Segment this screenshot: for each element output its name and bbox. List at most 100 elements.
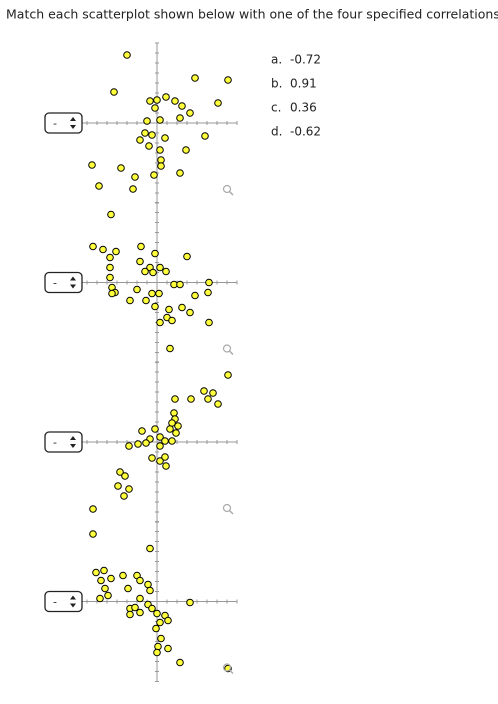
data-point [171,97,179,105]
data-point [108,289,116,298]
data-point [95,182,103,190]
zoom-icon[interactable] [222,663,234,675]
data-point [174,422,182,430]
option-value: 0.36 [290,101,317,115]
data-point [114,482,122,490]
data-point [138,427,146,435]
data-point [141,267,149,276]
data-point [107,574,115,583]
data-point [141,129,149,137]
data-point [107,210,115,219]
data-point [146,586,154,595]
data-point [191,291,199,300]
data-point [125,485,133,493]
scatterplot [76,361,238,538]
zoom-icon[interactable] [222,503,234,515]
data-point [209,389,217,397]
data-point [101,584,109,593]
data-point [106,253,114,262]
data-point [88,161,96,169]
data-point [156,618,164,627]
data-point [151,104,159,112]
data-point [136,257,144,266]
zoom-lens [222,663,232,672]
data-point [156,116,164,124]
dropdown-arrows [70,436,76,448]
data-point [183,252,191,261]
dropdown[interactable]: - [44,112,83,134]
data-point [224,371,232,379]
data-point [146,544,154,553]
data-point [104,591,112,600]
data-point [178,102,186,110]
data-point [136,136,144,144]
data-point [112,247,120,256]
data-point [161,453,169,461]
data-point [156,433,164,441]
data-point [148,454,156,462]
data-point [186,308,194,317]
data-point [168,316,176,325]
data-point [126,610,134,619]
dropdown-value: - [53,436,57,449]
data-point [100,566,108,575]
data-point [201,132,209,140]
data-point [166,425,174,433]
data-point [200,387,208,395]
data-point [123,51,131,59]
dropdown-box [44,112,83,134]
zoom-lens [222,344,232,353]
data-point [125,442,133,450]
data-point [176,114,184,122]
data-point [148,289,156,298]
data-point [97,576,105,585]
data-point [156,457,164,465]
data-point [96,594,104,603]
data-point [136,576,144,585]
option-value: 0.91 [290,77,317,91]
data-point [137,242,145,251]
data-point [89,530,97,538]
data-point [162,462,170,470]
zoom-lens [222,184,232,194]
data-point [187,395,195,403]
data-point [155,289,163,298]
zoom-icon[interactable] [222,344,234,356]
data-point [131,603,139,612]
data-point [172,429,180,437]
dropdown-box [44,590,83,613]
zoom-handle [228,190,234,196]
data-point [142,439,150,447]
zoom-lens [222,503,232,513]
data-point [161,134,169,142]
dropdown[interactable]: - [44,590,83,613]
data-point [214,99,222,107]
option-letter: d. [271,125,282,139]
data-point [136,608,144,617]
data-point [148,604,156,613]
option-letter: c. [271,101,281,115]
data-point [171,395,179,403]
zoom-handle [228,509,234,515]
data-point [149,268,157,277]
data-point [178,303,186,312]
data-point [156,318,164,327]
data-point [176,169,184,177]
data-point [126,296,134,305]
data-point [121,472,129,480]
dropdown[interactable]: - [44,431,83,453]
zoom-handle [228,350,234,356]
data-point [204,395,212,403]
data-point [152,624,160,633]
zoom-icon[interactable] [222,184,234,196]
dropdown[interactable]: - [44,271,83,294]
data-point [116,468,124,476]
data-point [205,278,213,287]
dropdown-arrows [70,117,76,129]
data-point [157,162,165,170]
data-point [165,305,173,314]
data-point [110,88,118,96]
data-point [164,644,172,653]
scatterplot [76,202,238,363]
